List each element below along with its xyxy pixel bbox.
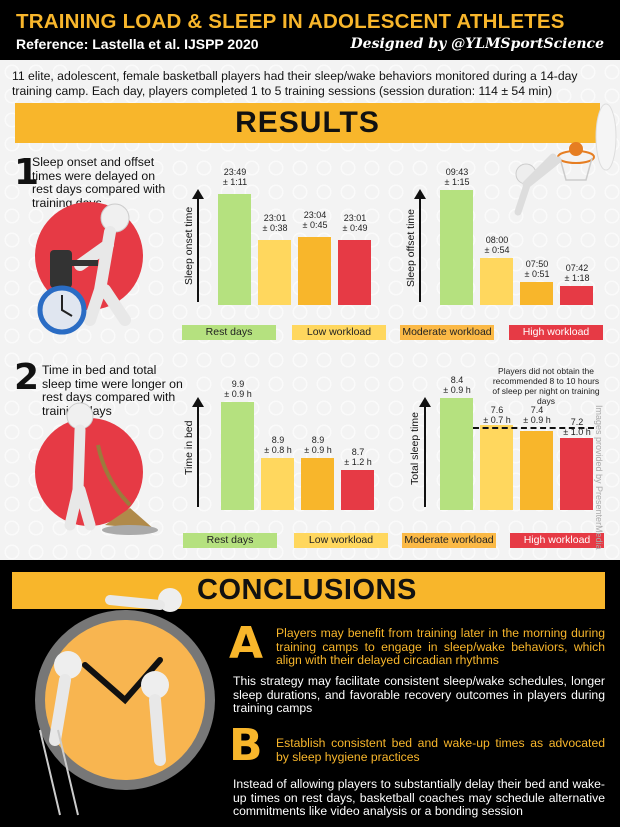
- chart-sleep-offset: Sleep offset time 09:43 ± 1:15 08:00 ± 0:5…: [397, 167, 597, 305]
- bar-rest: [221, 402, 254, 510]
- value-label-low: 8.9 ± 0.8 h: [264, 435, 292, 455]
- bar-high: [560, 286, 593, 305]
- results-banner: RESULTS: [15, 103, 600, 143]
- legend-rest: Rest days: [182, 325, 276, 340]
- conclusion-a-detail: This strategy may facilitate consistent …: [233, 674, 605, 715]
- chart-sleep-onset: Sleep onset time 23:49 ± 1:11 23:01 ± 0:38…: [175, 167, 375, 305]
- y-axis-label: Sleep offset time: [405, 208, 417, 287]
- results-section: 11 elite, adolescent, female basketball …: [0, 60, 620, 560]
- value-label-rest: 9.9 ± 0.9 h: [224, 379, 252, 399]
- finding-number-1: 1: [14, 152, 40, 193]
- hammer-clock-figure: [20, 190, 160, 340]
- designer-credit: Designed by @YLMSportScience: [350, 36, 604, 52]
- y-axis-arrow: [192, 189, 204, 302]
- conclusions-section: CONCLUSIONS A Players may benefit from t…: [0, 560, 620, 827]
- y-axis-label: Sleep onset time: [183, 206, 195, 285]
- value-label-rest: 8.4 ± 0.9 h: [443, 375, 471, 395]
- clock-figures: [10, 580, 230, 820]
- legend-moderate: Moderate workload: [402, 533, 496, 548]
- bar-moderate: [298, 237, 331, 305]
- conclusion-letter-a: A: [229, 618, 264, 669]
- bar-moderate: [301, 458, 334, 510]
- finding-number-2: 2: [14, 357, 40, 398]
- reference: Reference: Lastella et al. IJSPP 2020: [16, 36, 259, 52]
- value-label-low: 7.6 ± 0.7 h: [483, 405, 511, 425]
- header: TRAINING LOAD & SLEEP IN ADOLESCENT ATHL…: [0, 0, 620, 60]
- y-axis-arrow: [192, 397, 204, 507]
- conclusion-a-highlight: Players may benefit from training later …: [276, 626, 605, 667]
- legend-moderate: Moderate workload: [400, 325, 494, 340]
- legend-high: High workload: [509, 325, 603, 340]
- bar-high: [341, 470, 374, 510]
- value-label-high: 7.2 ± 1.0 h: [563, 417, 591, 437]
- legend-low: Low workload: [294, 533, 388, 548]
- chart-time-in-bed: Time in bed 9.9 ± 0.9 h 8.9 ± 0.8 h 8.9 ± 0…: [175, 379, 375, 510]
- value-label-high: 07:42 ± 1:18: [564, 263, 590, 283]
- image-credit: Images provided by PresenterMedia: [594, 405, 604, 550]
- y-axis-label: Total sleep time: [409, 412, 421, 485]
- legend-high: High workload: [510, 533, 604, 548]
- value-label-moderate: 8.9 ± 0.9 h: [304, 435, 332, 455]
- value-label-low: 08:00 ± 0:54: [484, 235, 510, 255]
- basketball-dunk-figure: [498, 102, 618, 222]
- y-axis-label: Time in bed: [183, 420, 195, 475]
- finding-text-1: Sleep onset and offset times were delaye…: [32, 155, 166, 210]
- legend-rest: Rest days: [183, 533, 277, 548]
- value-label-low: 23:01 ± 0:38: [262, 213, 288, 233]
- page-title: TRAINING LOAD & SLEEP IN ADOLESCENT ATHL…: [16, 10, 565, 33]
- bar-rest: [440, 190, 473, 305]
- bar-moderate: [520, 282, 553, 305]
- bar-rest: [440, 398, 473, 510]
- value-label-moderate: 07:50 ± 0:51: [524, 259, 550, 279]
- bar-moderate: [520, 431, 553, 510]
- conclusion-b-highlight: Establish consistent bed and wake-up tim…: [276, 736, 605, 764]
- finding-text-2: Time in bed and total sleep time were lo…: [42, 363, 183, 418]
- legend-low: Low workload: [292, 325, 386, 340]
- recommendation-note: Players did not obtain the recommended 8…: [492, 366, 600, 406]
- bar-high: [560, 438, 593, 510]
- y-axis-arrow: [419, 397, 431, 507]
- conclusion-b-detail: Instead of allowing players to substanti…: [233, 777, 605, 818]
- recommended-sleep-line: [473, 427, 594, 429]
- value-label-rest: 09:43 ± 1:15: [444, 167, 470, 187]
- y-axis-arrow: [414, 189, 426, 302]
- bar-low: [480, 258, 513, 305]
- intro-text: 11 elite, adolescent, female basketball …: [12, 69, 578, 98]
- conclusions-banner: CONCLUSIONS: [12, 572, 605, 609]
- value-label-high: 8.7 ± 1.2 h: [344, 447, 372, 467]
- bar-low: [258, 240, 291, 305]
- bar-rest: [218, 194, 251, 305]
- bar-low: [480, 425, 513, 510]
- conclusion-letter-b: B: [229, 720, 263, 771]
- hourglass-figure: [50, 400, 170, 550]
- bar-high: [338, 240, 371, 305]
- value-label-high: 23:01 ± 0:49: [342, 213, 368, 233]
- value-label-moderate: 7.4 ± 0.9 h: [523, 405, 551, 425]
- value-label-rest: 23:49 ± 1:11: [222, 167, 248, 187]
- chart-total-sleep-time: Total sleep time 8.4 ± 0.9 h 7.6 ± 0.7 h 7…: [397, 375, 597, 510]
- value-label-moderate: 23:04 ± 0:45: [302, 210, 328, 230]
- bar-low: [261, 458, 294, 510]
